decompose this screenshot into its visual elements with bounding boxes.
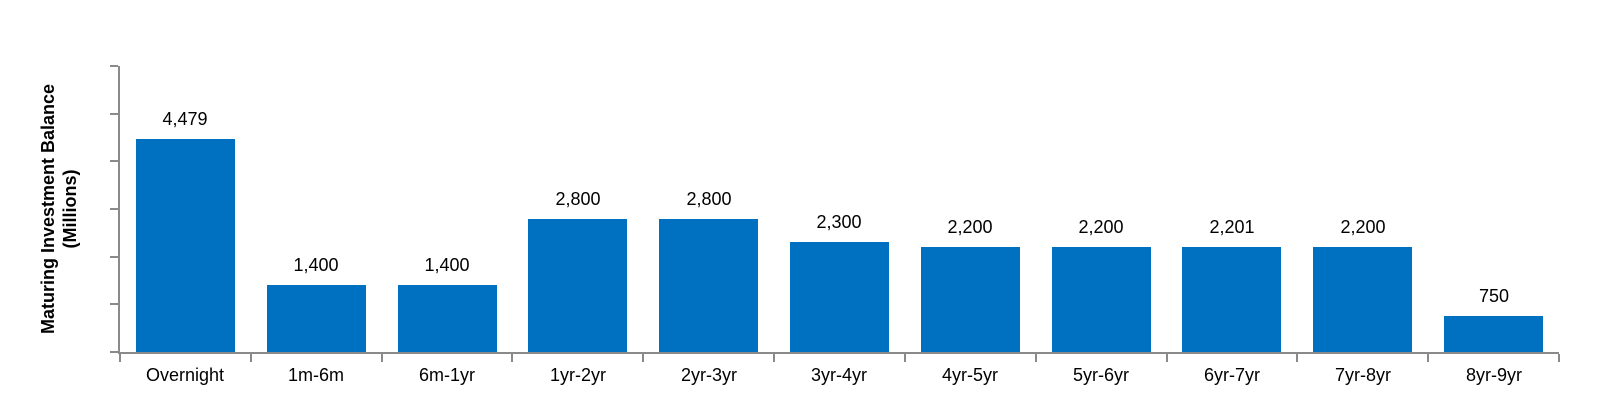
bar-value-label: 1,400 bbox=[424, 255, 470, 275]
bar bbox=[659, 219, 758, 352]
y-axis-tick bbox=[110, 303, 118, 305]
x-axis-category-label: 8yr-9yr bbox=[1465, 365, 1522, 385]
x-axis-category-label: 4yr-5yr bbox=[941, 365, 998, 385]
x-axis-tick bbox=[119, 354, 121, 362]
bar bbox=[1182, 247, 1281, 352]
bar bbox=[1444, 316, 1543, 352]
x-axis-tick bbox=[1558, 354, 1560, 362]
x-axis-tick bbox=[642, 354, 644, 362]
y-axis-tick bbox=[110, 65, 118, 67]
y-axis-tick bbox=[110, 113, 118, 115]
x-axis-tick bbox=[773, 354, 775, 362]
x-axis-tick bbox=[1427, 354, 1429, 362]
x-axis-tick bbox=[1166, 354, 1168, 362]
bar-value-label: 4,479 bbox=[162, 109, 208, 129]
x-axis-category-label: 5yr-6yr bbox=[1072, 365, 1129, 385]
x-axis-category-label: 6yr-7yr bbox=[1203, 365, 1260, 385]
x-axis-tick bbox=[511, 354, 513, 362]
bar bbox=[790, 242, 889, 352]
x-axis-category-label: 2yr-3yr bbox=[680, 365, 737, 385]
plot-area: 4,479 Overnight 1,400 1m-6m 1,400 6m-1yr 2,800… bbox=[110, 65, 1560, 385]
y-axis-title-line-1: Maturing Investment Balance bbox=[38, 83, 58, 335]
bar bbox=[136, 139, 235, 352]
x-axis-category-label: Overnight bbox=[145, 365, 225, 385]
x-axis-tick bbox=[1296, 354, 1298, 362]
y-axis-tick bbox=[110, 208, 118, 210]
x-axis-category-label: 1yr-2yr bbox=[549, 365, 606, 385]
bar-value-label: 2,200 bbox=[947, 217, 993, 237]
bar-value-label: 2,200 bbox=[1340, 217, 1386, 237]
bar-value-label: 2,300 bbox=[816, 212, 862, 232]
x-axis-category-label: 6m-1yr bbox=[418, 365, 475, 385]
bar bbox=[398, 285, 497, 352]
y-axis-title-line-2: (Millions) bbox=[60, 169, 80, 249]
bar bbox=[921, 247, 1020, 352]
x-axis-category-label: 1m-6m bbox=[287, 365, 344, 385]
y-axis-title-text: Maturing Investment Balance (Millions) bbox=[37, 19, 81, 399]
bar-value-label: 2,800 bbox=[555, 189, 601, 209]
bar bbox=[1052, 247, 1151, 352]
y-axis-tick bbox=[110, 160, 118, 162]
x-axis-tick bbox=[1035, 354, 1037, 362]
bar-value-label: 750 bbox=[1478, 286, 1510, 306]
bar-value-label: 1,400 bbox=[293, 255, 339, 275]
x-axis-category-label: 7yr-8yr bbox=[1334, 365, 1391, 385]
x-axis-category-label: 3yr-4yr bbox=[810, 365, 867, 385]
bar bbox=[267, 285, 366, 352]
x-axis-tick bbox=[250, 354, 252, 362]
bar bbox=[528, 219, 627, 352]
x-axis-tick bbox=[381, 354, 383, 362]
bar-value-label: 2,200 bbox=[1078, 217, 1124, 237]
y-axis-tick bbox=[110, 256, 118, 258]
bar-value-label: 2,201 bbox=[1209, 217, 1255, 237]
bar bbox=[1313, 247, 1412, 352]
bar-value-label: 2,800 bbox=[686, 189, 732, 209]
y-axis-tick bbox=[110, 351, 118, 353]
x-axis-tick bbox=[904, 354, 906, 362]
